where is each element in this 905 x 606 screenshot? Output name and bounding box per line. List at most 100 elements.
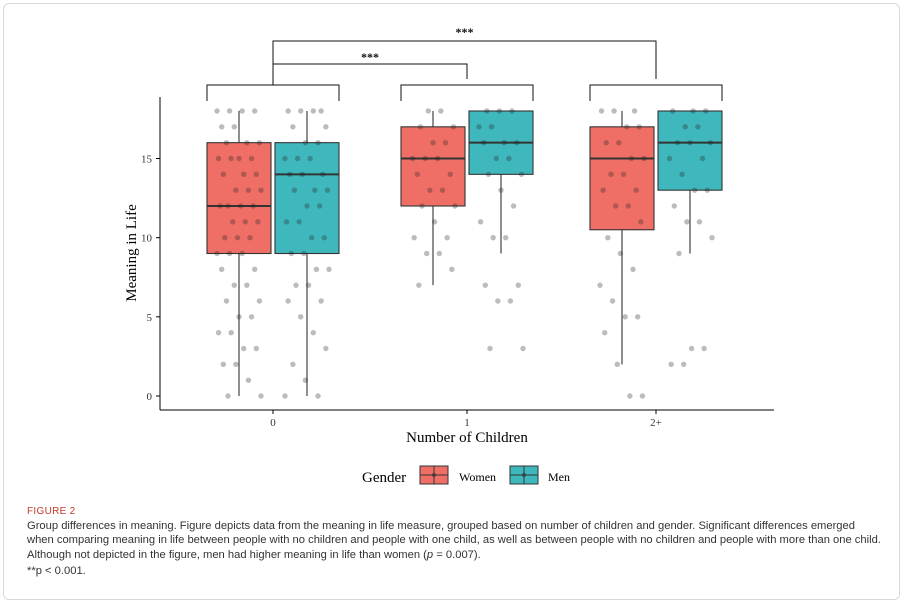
data-point — [699, 155, 706, 162]
data-point — [290, 124, 296, 130]
legend-title: Gender — [362, 470, 406, 486]
data-point — [488, 124, 495, 130]
data-point — [496, 108, 503, 114]
data-point — [296, 219, 302, 225]
data-point — [435, 155, 441, 162]
data-point — [616, 139, 622, 146]
data-point — [605, 234, 611, 241]
box-iqr-women — [589, 126, 655, 231]
data-point — [234, 234, 241, 241]
group-bracket — [400, 84, 534, 101]
legend-key-men — [509, 465, 539, 485]
data-point — [436, 250, 442, 257]
data-point — [226, 108, 233, 114]
data-point — [409, 155, 416, 162]
figure-label: FIGURE 2 — [27, 506, 76, 517]
data-point — [244, 139, 250, 146]
data-point — [219, 266, 225, 273]
significance-label: *** — [361, 50, 379, 64]
group-bracket — [589, 84, 723, 101]
data-point — [602, 329, 608, 336]
data-point — [294, 155, 301, 162]
data-point — [245, 187, 252, 193]
data-point — [326, 266, 332, 273]
data-point — [231, 124, 237, 130]
y-ticks: 0 5 10 15 — [141, 154, 160, 403]
data-point — [641, 155, 647, 162]
y-tick-label: 15 — [141, 154, 153, 166]
data-point — [244, 282, 250, 288]
data-point — [688, 345, 695, 352]
comparison-bracket — [272, 63, 468, 85]
x-axis-label: Number of Children — [406, 430, 528, 446]
data-point — [490, 234, 496, 241]
caption-p-symbol: p — [426, 548, 434, 561]
legend-label-men: Men — [548, 470, 570, 484]
data-point — [258, 393, 264, 399]
box-iqr-men — [274, 142, 340, 255]
box-iqr-women — [400, 126, 466, 207]
data-point — [285, 108, 291, 114]
data-point — [668, 361, 674, 368]
data-point — [687, 139, 693, 146]
data-point — [215, 155, 222, 162]
figure-frame — [3, 3, 900, 600]
box-iqr-women — [206, 142, 272, 255]
data-point — [484, 108, 490, 114]
legend: Gender Women Men — [362, 465, 570, 486]
data-point — [237, 203, 244, 209]
data-point — [438, 108, 444, 114]
caption-line-2: differences emerged when comparing meani… — [27, 520, 855, 547]
data-point — [611, 108, 617, 114]
data-point — [225, 393, 231, 399]
data-point — [703, 108, 709, 114]
y-tick-label: 10 — [141, 233, 153, 245]
data-point — [506, 155, 512, 162]
data-point — [299, 171, 305, 178]
significance-brackets: *** *** — [206, 25, 723, 101]
data-point — [307, 155, 313, 162]
box-plot-boxes — [206, 110, 723, 396]
figure-caption: Group differences in meaning. Figure dep… — [27, 519, 882, 562]
comparison-bracket — [272, 40, 657, 85]
data-point — [417, 124, 424, 130]
data-point — [256, 139, 263, 146]
data-point — [298, 314, 304, 320]
data-point — [214, 108, 220, 114]
data-point — [247, 234, 253, 241]
data-point — [231, 282, 237, 288]
data-point — [252, 266, 258, 273]
data-point — [696, 219, 703, 225]
x-tick-label: 0 — [270, 417, 276, 429]
y-tick-label: 5 — [147, 312, 153, 324]
data-point — [309, 234, 315, 241]
box-iqr-men — [657, 110, 723, 191]
data-point — [520, 345, 526, 352]
data-point — [258, 187, 264, 193]
data-point — [503, 234, 509, 241]
data-point — [230, 219, 236, 225]
data-point — [620, 171, 627, 178]
data-point — [316, 203, 323, 209]
data-point — [439, 187, 446, 193]
data-point — [215, 329, 222, 336]
data-point — [248, 314, 255, 320]
data-point — [627, 393, 633, 399]
data-point — [324, 187, 331, 193]
data-point — [416, 282, 422, 288]
data-point — [509, 108, 515, 114]
data-point — [256, 298, 263, 304]
data-point — [624, 124, 630, 130]
data-point — [608, 171, 614, 178]
data-point — [701, 345, 707, 352]
data-point — [282, 155, 288, 162]
data-point — [298, 108, 304, 114]
data-point — [285, 298, 291, 304]
y-tick-label: 0 — [147, 391, 153, 403]
data-point — [226, 250, 233, 257]
data-point — [636, 124, 642, 130]
data-point — [253, 171, 259, 178]
data-point — [707, 139, 714, 146]
data-point — [217, 203, 223, 209]
data-point — [318, 108, 324, 114]
